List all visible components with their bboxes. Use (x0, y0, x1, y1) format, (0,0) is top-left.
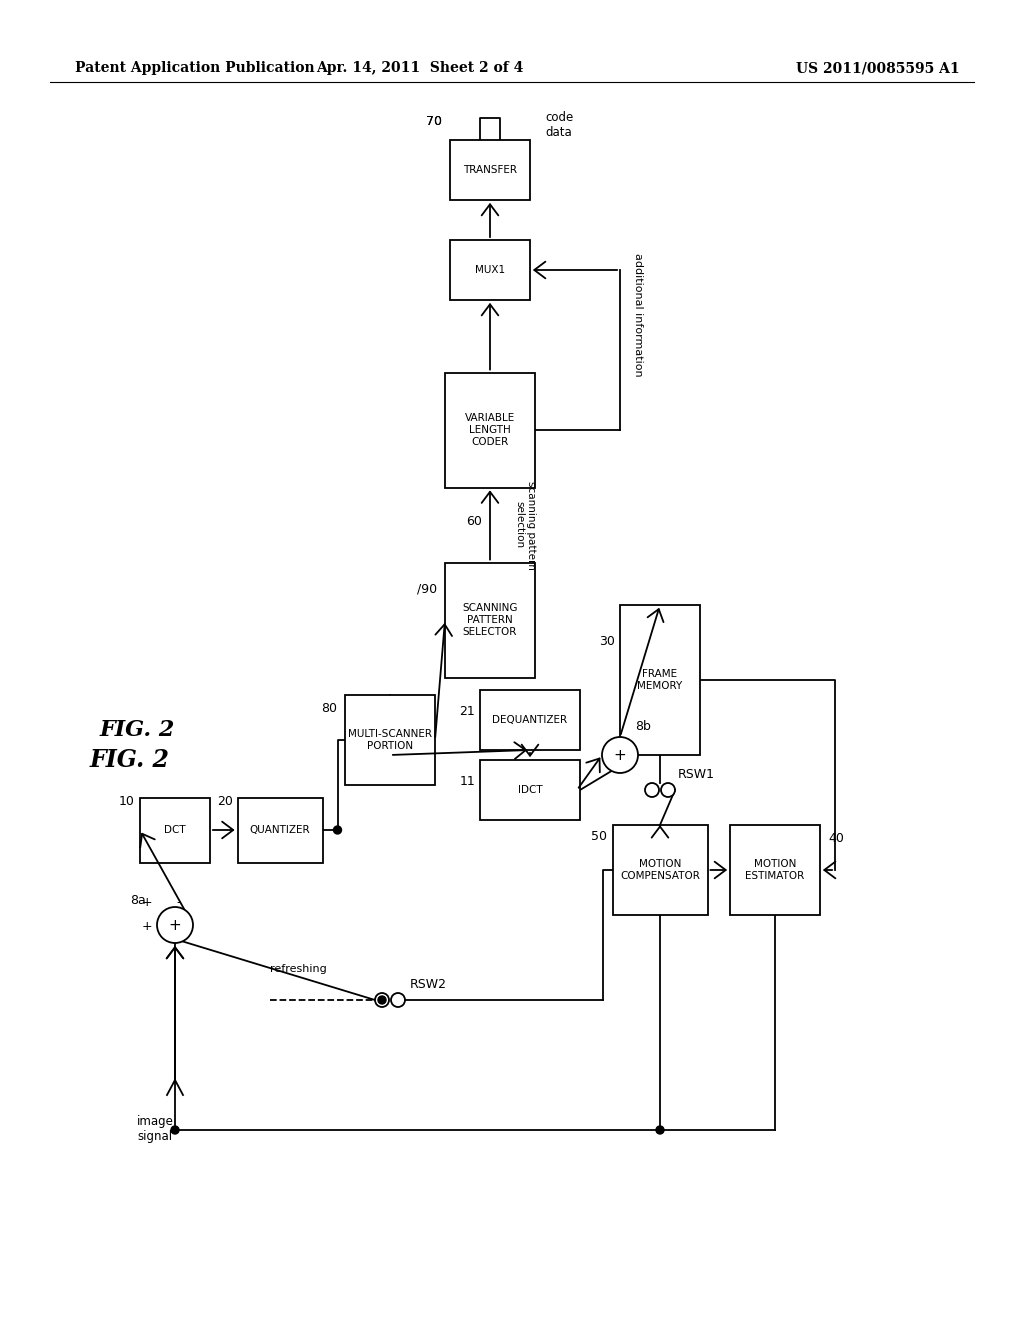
Text: 10: 10 (119, 795, 135, 808)
Circle shape (378, 997, 386, 1005)
Bar (450, 140, 530, 201)
Text: 11: 11 (459, 775, 475, 788)
Text: MOTION
COMPENSATOR: MOTION COMPENSATOR (621, 859, 700, 880)
Text: SCANNING
PATTERN
SELECTOR: SCANNING PATTERN SELECTOR (462, 603, 518, 636)
Text: /90: /90 (417, 582, 437, 595)
Bar (345, 696, 435, 785)
Text: RSW2: RSW2 (410, 978, 447, 991)
Circle shape (157, 907, 193, 942)
Bar (480, 690, 580, 750)
Text: 60: 60 (466, 515, 482, 528)
Bar (445, 372, 535, 487)
Bar (450, 240, 530, 300)
Text: US 2011/0085595 A1: US 2011/0085595 A1 (797, 61, 961, 75)
Bar (480, 760, 580, 820)
Text: 50: 50 (592, 830, 607, 843)
Bar (730, 825, 820, 915)
Text: TRANSFER: TRANSFER (463, 165, 517, 176)
Text: IDCT: IDCT (518, 785, 543, 795)
Text: +: + (141, 896, 153, 909)
Circle shape (391, 993, 406, 1007)
Text: 8b: 8b (635, 721, 651, 734)
Text: 40: 40 (828, 832, 844, 845)
Bar (445, 562, 535, 677)
Text: QUANTIZER: QUANTIZER (250, 825, 310, 836)
Text: VARIABLE
LENGTH
CODER: VARIABLE LENGTH CODER (465, 413, 515, 446)
Circle shape (334, 826, 341, 834)
Bar (620, 605, 700, 755)
Text: 80: 80 (321, 702, 337, 715)
Text: refreshing: refreshing (270, 964, 327, 974)
Text: RSW1: RSW1 (678, 768, 715, 781)
Text: image
signal: image signal (136, 1115, 173, 1143)
Text: Patent Application Publication: Patent Application Publication (75, 61, 314, 75)
Text: FRAME
MEMORY: FRAME MEMORY (637, 669, 683, 690)
Text: +: + (613, 748, 627, 763)
Text: 21: 21 (459, 705, 475, 718)
Text: 8a: 8a (130, 894, 145, 907)
Circle shape (602, 737, 638, 774)
Circle shape (171, 1126, 179, 1134)
Text: Apr. 14, 2011  Sheet 2 of 4: Apr. 14, 2011 Sheet 2 of 4 (316, 61, 523, 75)
Text: DEQUANTIZER: DEQUANTIZER (493, 715, 567, 725)
Text: MUX1: MUX1 (475, 265, 505, 275)
Bar (238, 797, 323, 862)
Text: -: - (177, 896, 181, 909)
Text: DCT: DCT (164, 825, 185, 836)
Text: FIG. 2: FIG. 2 (100, 719, 175, 741)
Text: FIG. 2: FIG. 2 (90, 748, 170, 772)
Text: code
data: code data (545, 111, 573, 139)
Circle shape (662, 783, 675, 797)
Bar (140, 797, 210, 862)
Text: MULTI-SCANNER
PORTION: MULTI-SCANNER PORTION (348, 729, 432, 751)
Text: MOTION
ESTIMATOR: MOTION ESTIMATOR (745, 859, 805, 880)
Bar (612, 825, 708, 915)
Text: +: + (169, 919, 181, 933)
Text: 70: 70 (426, 115, 442, 128)
Circle shape (656, 1126, 664, 1134)
Text: 30: 30 (599, 635, 615, 648)
Text: 20: 20 (217, 795, 232, 808)
Text: 70: 70 (426, 115, 442, 128)
Circle shape (645, 783, 659, 797)
Circle shape (375, 993, 389, 1007)
Text: scanning pattern
selection: scanning pattern selection (514, 480, 536, 569)
Text: additional information: additional information (633, 253, 643, 376)
Text: +: + (141, 920, 153, 933)
